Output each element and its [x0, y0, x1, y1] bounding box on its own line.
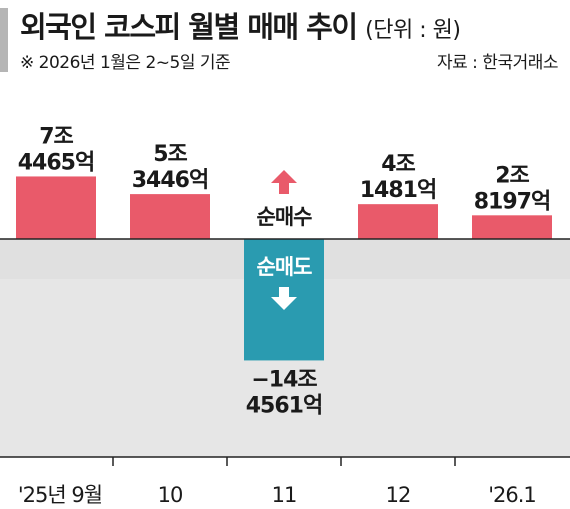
net-sell-arrow-shaft: [279, 287, 289, 298]
chart-source: 자료 : 한국거래소: [436, 53, 559, 73]
title-accent-bar: [0, 8, 8, 72]
net-buy-arrow-shaft: [279, 182, 289, 194]
x-tick-label-1: 10: [158, 483, 183, 507]
net-sell-arrow-icon: [271, 297, 297, 310]
chart-note: ※ 2026년 1월은 2~5일 기준: [20, 53, 231, 73]
chart-title: 외국인 코스피 월별 매매 추이 (단위 : 원): [20, 4, 461, 46]
data-label-0-line2: 4465억: [18, 150, 94, 175]
data-label-4-line2: 8197억: [474, 189, 550, 214]
data-label-4-line1: 2조: [495, 163, 529, 188]
net-buy-label: 순매수: [257, 205, 313, 229]
data-label-1-line2: 3446억: [132, 168, 208, 193]
bar-1: [130, 194, 210, 239]
bar-3: [358, 204, 438, 239]
data-label-2-line1: −14조: [251, 367, 317, 392]
bar-0: [16, 176, 96, 239]
data-label-1-line1: 5조: [153, 142, 187, 167]
data-label-3-line2: 1481억: [360, 178, 436, 203]
data-label-0-line1: 7조: [39, 124, 73, 149]
data-label-2-line2: 4561억: [246, 393, 322, 418]
net-sell-label: 순매도: [257, 255, 313, 279]
data-label-3-line1: 4조: [381, 152, 415, 177]
x-tick-label-4: '26.1: [488, 483, 536, 507]
chart-title-text: 외국인 코스피 월별 매매 추이: [20, 10, 358, 44]
x-tick-label-2: 11: [272, 483, 297, 507]
x-tick-label-0: '25년 9월: [18, 483, 102, 507]
net-buy-arrow-icon: [271, 170, 297, 183]
chart-unit: (단위 : 원): [365, 18, 461, 43]
bar-4: [472, 215, 552, 239]
x-tick-label-3: 12: [386, 483, 411, 507]
